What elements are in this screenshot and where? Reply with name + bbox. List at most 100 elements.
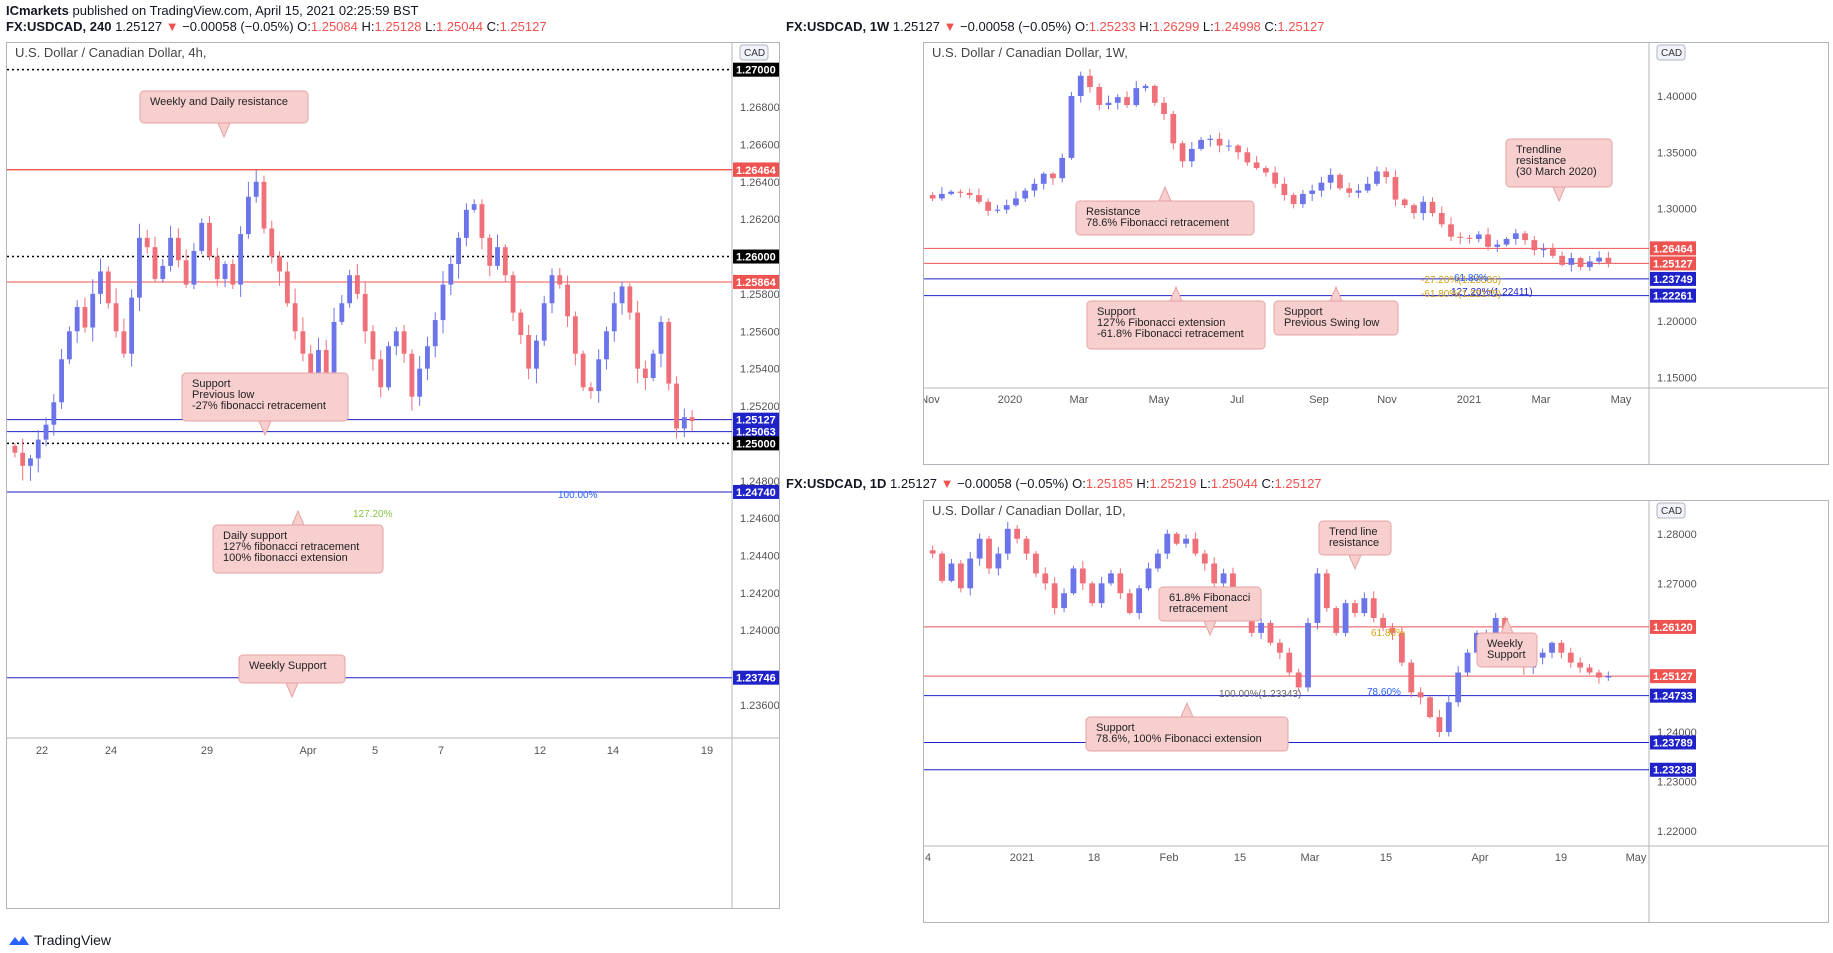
candle: [362, 281, 368, 344]
candle-body: [619, 286, 625, 304]
candle-body: [1464, 652, 1471, 673]
candle-body: [1295, 672, 1302, 688]
candle: [948, 559, 955, 583]
candle-body: [510, 275, 516, 313]
candle: [448, 255, 454, 296]
candle-body: [1040, 173, 1047, 184]
candle: [658, 315, 664, 367]
candle-body: [518, 312, 524, 336]
candle: [1070, 565, 1077, 596]
price-label-bg: [733, 412, 779, 427]
price-label: 1.26464: [733, 162, 779, 177]
candle-body: [12, 445, 18, 453]
candle-body: [1411, 205, 1417, 214]
candle: [994, 204, 1001, 214]
callout-text-line: Support: [1284, 306, 1323, 318]
callout-box: [1505, 138, 1613, 188]
callout-text-line: (30 March 2020): [1516, 166, 1597, 178]
candle-body: [300, 331, 306, 354]
candle-body: [409, 353, 415, 397]
candle: [1398, 626, 1405, 667]
candle: [28, 454, 33, 481]
price-label: 1.25063: [733, 424, 779, 439]
y-tick-label: 1.26800: [740, 102, 779, 114]
candle: [471, 199, 477, 213]
chart-panel-h4[interactable]: U.S. Dollar / Canadian Dollar, 4h, CAD 1.2…: [6, 42, 780, 909]
candle: [386, 341, 391, 391]
callout-text-line: 100% fibonacci extension: [223, 552, 348, 564]
price-label-bg: [733, 62, 779, 77]
candle-body: [292, 303, 298, 332]
chart-w1[interactable]: U.S. Dollar / Canadian Dollar, 1W, CAD 1.4…: [924, 43, 1828, 464]
candle-body: [284, 271, 290, 304]
candle-body: [354, 275, 360, 294]
x-tick-label: 15: [1234, 852, 1246, 864]
candle-body: [1161, 102, 1167, 115]
candle: [90, 279, 96, 342]
chart-panel-d1[interactable]: U.S. Dollar / Canadian Dollar, 1D, CAD 1.2…: [923, 500, 1829, 923]
candle: [1179, 140, 1186, 168]
candle-body: [331, 321, 337, 373]
candle-body: [1124, 97, 1130, 106]
candle-body: [986, 538, 992, 569]
price-label-bg: [1650, 241, 1696, 256]
price-label: 1.24740: [733, 484, 779, 499]
candle-body: [1114, 97, 1121, 103]
callout-text-line: -27% fibonacci retracement: [192, 400, 326, 412]
candle: [214, 247, 220, 287]
y-tick-label: 1.30000: [1657, 204, 1697, 216]
candle: [222, 261, 228, 288]
chart-h4[interactable]: U.S. Dollar / Canadian Dollar, 4h, CAD 1.2…: [7, 43, 779, 908]
y-tick-label: 1.24600: [740, 513, 779, 525]
candle-body: [1305, 622, 1311, 688]
candle: [440, 271, 446, 334]
candle-body: [1333, 608, 1340, 633]
candle-body: [105, 271, 111, 304]
candle-body: [1133, 88, 1140, 106]
candle-body: [1126, 593, 1133, 614]
candle-body: [1105, 102, 1112, 106]
candle-body: [666, 321, 672, 384]
price-label: 1.24733: [1650, 688, 1696, 703]
callout-text-line: resistance: [1516, 155, 1566, 167]
candle: [1164, 529, 1171, 560]
candle: [1494, 239, 1501, 253]
candle: [1276, 639, 1283, 660]
chart-panel-w1[interactable]: U.S. Dollar / Canadian Dollar, 1W, CAD 1.4…: [923, 42, 1829, 465]
candle-body: [1401, 199, 1408, 206]
price-label-bg: [733, 162, 779, 177]
last-price: 1.25127: [892, 19, 940, 34]
y-tick-label: 1.25800: [740, 289, 779, 301]
candle: [393, 327, 399, 356]
x-tick-label: May: [1149, 394, 1170, 406]
candle: [292, 288, 298, 340]
candle-body: [160, 265, 166, 279]
callout-text-line: Daily support: [223, 530, 287, 542]
candle: [1133, 80, 1140, 107]
candle: [1522, 230, 1528, 245]
candle: [401, 324, 407, 363]
tradingview-logo[interactable]: TradingView: [8, 932, 111, 948]
candle-body: [1485, 234, 1491, 247]
price-label-text: 1.24733: [1653, 691, 1693, 703]
candle: [1151, 84, 1158, 106]
open-value: 1.25233: [1088, 19, 1136, 34]
price-label-bg: [733, 436, 779, 451]
candle-body: [1003, 205, 1010, 210]
candle-body: [1198, 139, 1204, 149]
candle-body: [222, 264, 228, 279]
candle-body: [456, 237, 461, 265]
candle-body: [121, 331, 127, 354]
chart-d1[interactable]: U.S. Dollar / Canadian Dollar, 1D, CAD 1.2…: [924, 501, 1828, 922]
callout-text-line: Support: [1096, 722, 1135, 734]
callout-text-line: Trendline: [1516, 144, 1561, 156]
candle: [495, 234, 500, 270]
candle-body: [1605, 675, 1612, 678]
candle-body: [1429, 201, 1436, 214]
candle-body: [588, 387, 594, 392]
last-price: 1.25127: [115, 19, 163, 34]
callout-text-line: 127% Fibonacci extension: [1097, 317, 1225, 329]
candle-body: [43, 424, 49, 440]
candle: [1207, 134, 1214, 147]
candle-body: [20, 452, 26, 466]
